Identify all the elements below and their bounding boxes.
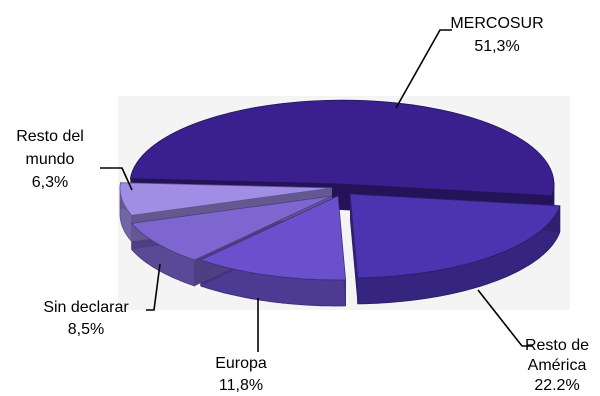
leader-line-resto-mundo [100, 167, 133, 191]
pie-slice-resto-mundo [119, 182, 333, 216]
value-resto-america: 22.2% [534, 377, 579, 394]
value-sin-declarar: 8,5% [68, 321, 104, 338]
label-sin-declarar: Sin declarar [43, 299, 129, 316]
label-mercosur: MERCOSUR [450, 15, 543, 32]
label-resto-america-line2: América [528, 357, 587, 374]
pie-slices [119, 99, 561, 281]
leader-line-mercosur [395, 29, 452, 109]
leader-lines [100, 29, 532, 352]
pie-slice-sin-declarar [130, 195, 333, 261]
label-europa: Europa [215, 355, 267, 372]
pie-slice-europa [199, 195, 347, 281]
label-resto-mundo-line1: Resto del [16, 128, 84, 145]
label-resto-america-line1: Resto de [525, 337, 589, 354]
value-resto-mundo: 6,3% [32, 174, 68, 191]
leader-line-resto-america [477, 289, 532, 347]
pie-slice-mercosur [129, 99, 555, 197]
pie-face-resto-america-1 [350, 194, 358, 304]
value-europa: 11,8% [219, 377, 263, 394]
label-resto-mundo-line2: mundo [26, 151, 75, 168]
pie-slice-resto-america [349, 193, 561, 279]
leader-line-sin-declarar [146, 263, 161, 311]
value-mercosur: 51,3% [474, 38, 519, 55]
